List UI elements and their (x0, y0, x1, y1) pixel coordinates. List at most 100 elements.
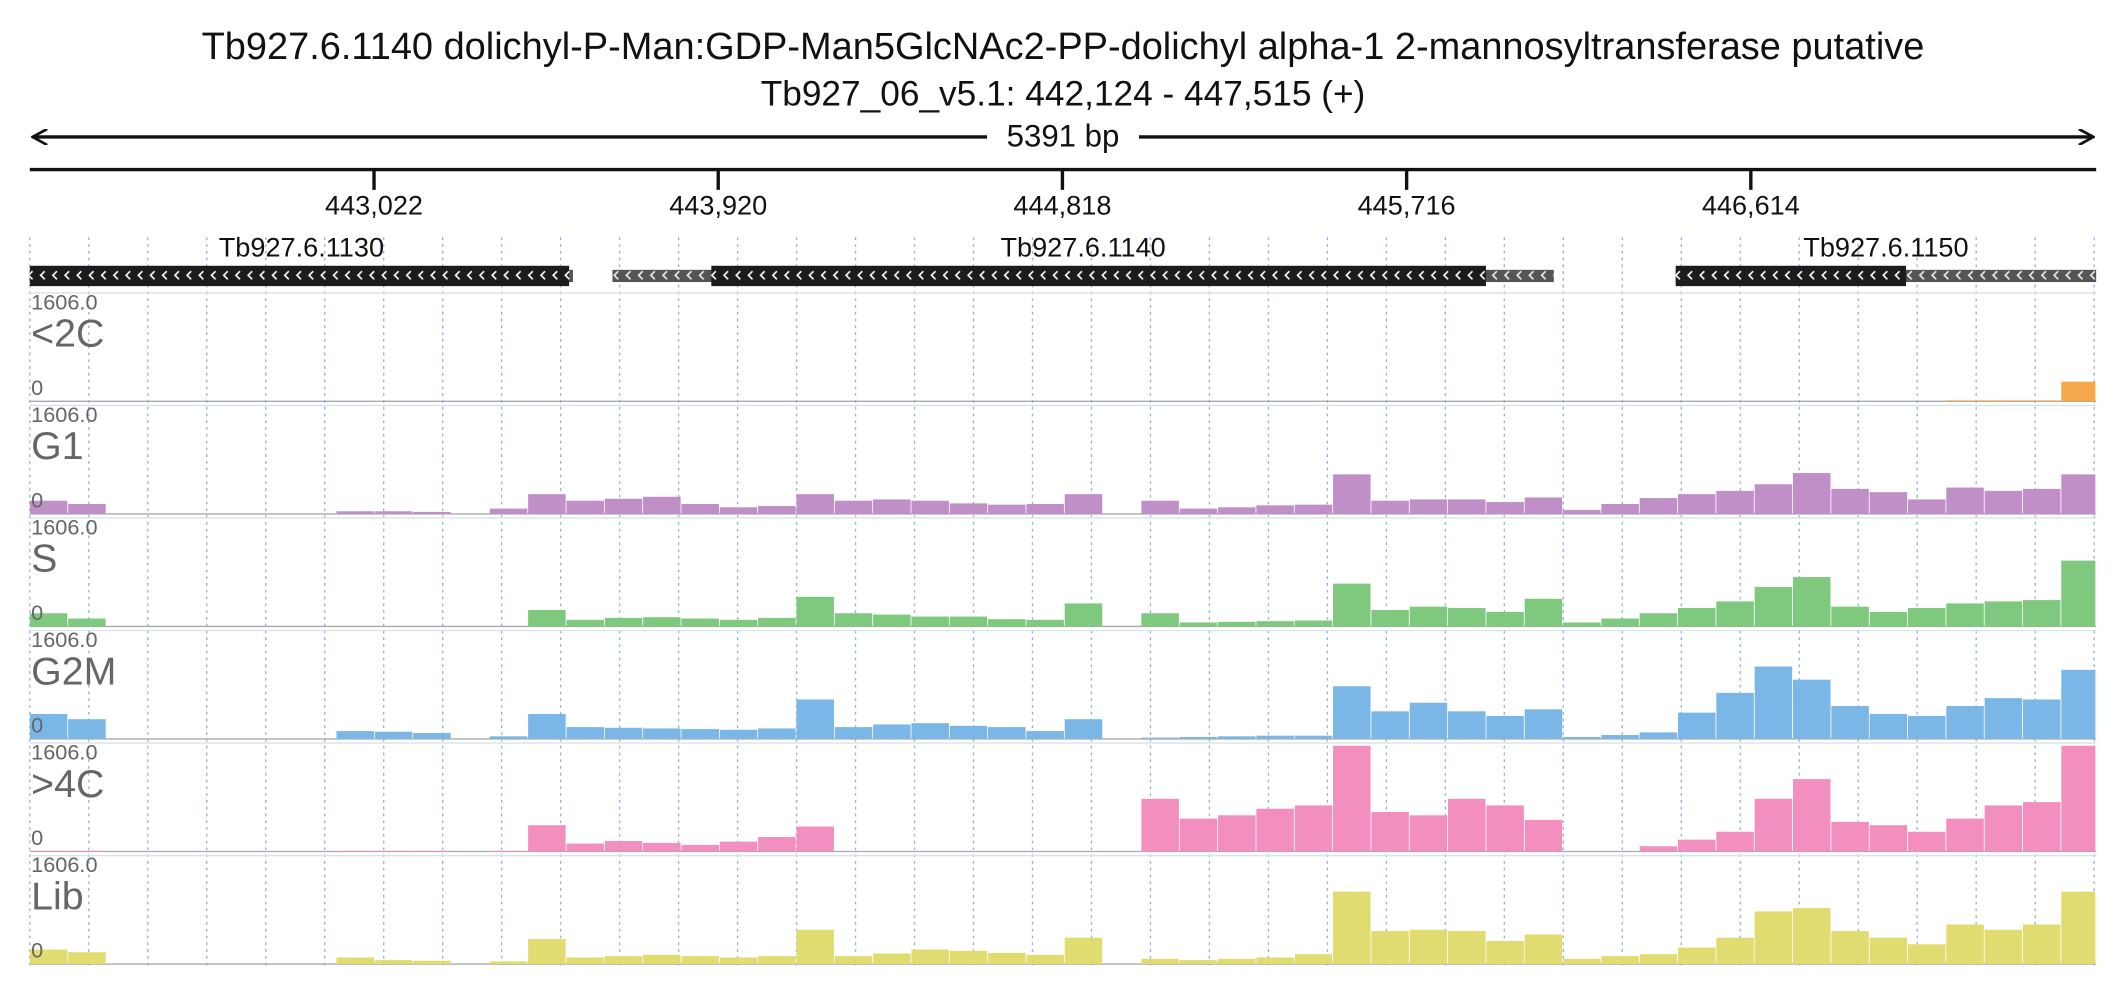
coverage-bar (1831, 606, 1869, 627)
coverage-bar (1371, 609, 1409, 627)
coverage-bar (988, 727, 1026, 739)
coverage-bar (1984, 929, 2023, 965)
x-tick-label: 443,920 (669, 190, 767, 221)
coverage-bar (1831, 821, 1869, 852)
coverage-bar (1179, 960, 1218, 965)
coverage-bar (1064, 719, 1103, 739)
coverage-bar (604, 727, 643, 739)
coverage-bar (1792, 577, 1831, 627)
coverage-bar (528, 939, 566, 965)
coverage-bar (1409, 702, 1448, 739)
coverage-bar (1677, 947, 1716, 965)
span-label-bg (987, 119, 1139, 155)
coverage-bar (29, 500, 68, 514)
coverage-bar (643, 728, 681, 739)
coverage-bar (413, 733, 451, 739)
coverage-bar (1333, 745, 1371, 852)
coverage-bar (1409, 929, 1448, 965)
coverage-bar (1026, 619, 1064, 627)
coverage-bar (1831, 706, 1869, 739)
coverage-bar (1907, 607, 1946, 627)
coverage-bar (1639, 846, 1678, 852)
coverage-bar (1946, 924, 1984, 965)
coverage-bar (1601, 735, 1639, 739)
coverage-bar (949, 616, 988, 627)
coverage-bar (1869, 825, 1908, 852)
track-label: S (31, 537, 57, 581)
coverage-bar (1716, 490, 1754, 514)
coverage-bar (1256, 808, 1294, 852)
coverage-bar (1486, 502, 1524, 514)
gene-label: Tb927.6.1150 (1803, 232, 1968, 263)
y-tick-label: 1606.0 (31, 402, 97, 427)
coverage-bar (1486, 940, 1524, 965)
coverage-bar (1639, 613, 1678, 627)
coverage-bar (681, 729, 719, 739)
gene-cds-strand (711, 265, 1486, 287)
coverage-bar (528, 494, 566, 514)
coverage-bar (719, 841, 758, 852)
coverage-bar (1563, 736, 1601, 739)
coverage-bar (1716, 831, 1754, 852)
coverage-bar (1294, 954, 1333, 965)
coverage-bar (796, 494, 834, 514)
coverage-bar (1256, 735, 1294, 739)
coverage-bar (1524, 819, 1563, 852)
coverage-bar (1677, 712, 1716, 739)
coverage-bar (1639, 732, 1678, 739)
coverage-bar (2022, 488, 2061, 514)
coverage-bar (1869, 937, 1908, 965)
gene-cds-strand (1675, 265, 1907, 287)
coverage-bar (758, 617, 796, 627)
coverage-bar (873, 953, 911, 965)
coverage-bar (796, 596, 834, 627)
coverage-bar (1946, 603, 1984, 627)
coverage-bar (1448, 798, 1486, 852)
coverage-bar (1486, 611, 1524, 627)
coverage-bar (719, 957, 758, 965)
chart-title: Tb927.6.1140 dolichyl-P-Man:GDP-Man5GlcN… (202, 26, 1925, 68)
coverage-bar (643, 617, 681, 627)
coverage-bar (528, 609, 566, 627)
coverage-bar (873, 499, 911, 514)
coverage-bar (1448, 931, 1486, 965)
coverage-bar (1563, 622, 1601, 627)
coverage-bar (489, 961, 528, 965)
coverage-bar (2061, 474, 2096, 514)
coverage-bar (1409, 499, 1448, 514)
coverage-bar (1601, 504, 1639, 514)
coverage-bar (2061, 381, 2096, 402)
coverage-bar (336, 511, 374, 514)
coverage-bar (1792, 908, 1831, 965)
coverage-bar (336, 731, 374, 739)
coverage-bar (1984, 400, 2023, 402)
coverage-bar (528, 825, 566, 852)
coverage-bar (566, 619, 604, 627)
coverage-bar (1256, 621, 1294, 627)
coverage-bar (1754, 484, 1793, 514)
coverage-bar (2061, 891, 2096, 965)
coverage-bar (834, 956, 873, 965)
coverage-bar (758, 728, 796, 739)
coverage-bar (1563, 958, 1601, 965)
coverage-bar (2022, 699, 2061, 739)
y-tick-label: 1606.0 (31, 515, 97, 540)
y-tick-label: 0 (31, 600, 43, 625)
coverage-bar (949, 950, 988, 965)
coverage-bar (1218, 507, 1256, 514)
coverage-bar (643, 842, 681, 852)
coverage-bar (29, 949, 68, 965)
coverage-bar (604, 617, 643, 627)
coverage-bar (2022, 802, 2061, 852)
coverage-bar (2022, 600, 2061, 627)
coverage-bar (1486, 715, 1524, 739)
coverage-bar (1907, 715, 1946, 739)
coverage-bar (1026, 954, 1064, 965)
track-label: Lib (31, 874, 83, 918)
coverage-bar (719, 507, 758, 514)
coverage-bar (1869, 492, 1908, 514)
span-label: 5391 bp (1007, 119, 1120, 154)
coverage-bar (1754, 911, 1793, 965)
